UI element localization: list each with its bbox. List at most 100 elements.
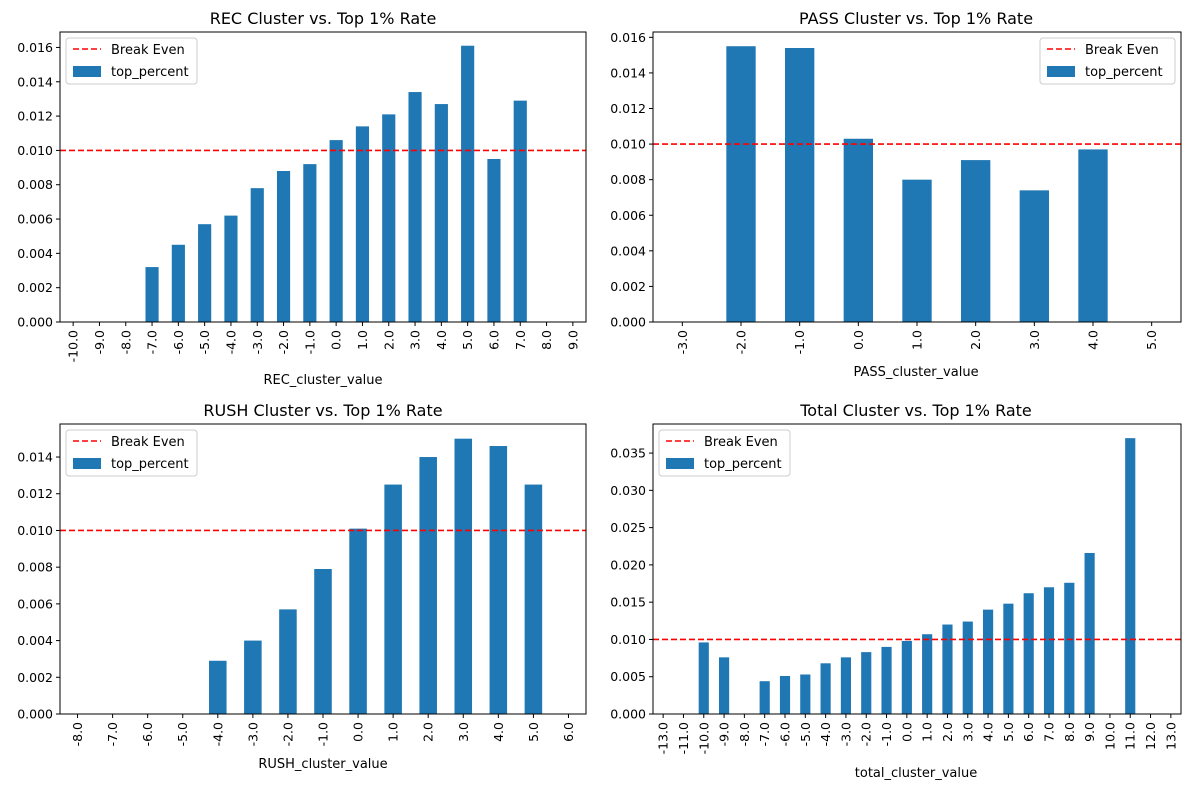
rush-chart-panel: RUSH Cluster vs. Top 1% Rate 0.0000.0020… [17, 401, 587, 772]
total-bar--5.0 [800, 674, 811, 714]
total-x-tick-label: -7.0 [757, 722, 772, 746]
rush-x-tick-label: -5.0 [175, 722, 190, 746]
rush-x-tick-label: -3.0 [245, 722, 260, 746]
rec-bar--7.0 [145, 267, 159, 322]
total-bar--1.0 [881, 646, 892, 714]
total-y-tick-label: 0.015 [610, 595, 646, 610]
pass-y-tick-label: 0.008 [610, 172, 646, 187]
pass-bar--2.0 [726, 46, 756, 323]
rec-bar-1.0 [355, 126, 370, 323]
rec-chart-title: REC Cluster vs. Top 1% Rate [210, 9, 437, 28]
pass-x-tick-label: 5.0 [1144, 330, 1159, 350]
total-x-tick-label: 6.0 [1021, 722, 1036, 742]
total-chart-title: Total Cluster vs. Top 1% Rate [799, 401, 1032, 420]
pass-y-tick-label: 0.012 [610, 101, 646, 116]
total-x-tick-label: -4.0 [818, 722, 833, 746]
rec-x-tick-label: 2.0 [381, 330, 396, 350]
rush-bar-2.0 [419, 457, 437, 714]
pass-plot-area: 0.000 0.002 0.004 0.006 0.008 0.010 0.012 0.014… [610, 30, 1182, 354]
pass-x-tick-label: 0.0 [851, 330, 866, 350]
rec-bar-5.0 [461, 45, 475, 322]
total-y-ticks: 0.000 0.005 0.010 0.015 0.020 0.025 0.030 0.035 [610, 446, 653, 722]
rec-bar-7.0 [513, 100, 527, 322]
total-x-tick-label: 10.0 [1102, 722, 1117, 750]
rec-x-tick-label: 9.0 [565, 330, 580, 350]
rush-x-tick-label: -6.0 [140, 722, 155, 746]
total-bars [698, 438, 1136, 714]
rec-plot-area: 0.000 0.002 0.004 0.006 0.008 0.010 0.012 0.014… [17, 31, 587, 362]
rec-y-tick-label: 0.000 [17, 315, 53, 330]
rush-y-ticks: 0.000 0.002 0.004 0.006 0.008 0.010 0.012 0.014 [17, 450, 60, 722]
rec-x-tick-label: 4.0 [434, 330, 449, 350]
total-x-tick-label: -1.0 [879, 722, 894, 746]
rec-bar--4.0 [224, 215, 238, 322]
pass-y-tick-label: 0.010 [610, 137, 646, 152]
pass-x-tick-label: -1.0 [792, 330, 807, 354]
rush-legend-break-even-label: Break Even [111, 435, 185, 450]
rush-x-tick-label: 1.0 [386, 722, 401, 742]
rush-plot-area: 0.000 0.002 0.004 0.006 0.008 0.010 0.012 0.014… [17, 423, 587, 746]
pass-y-tick-label: 0.000 [610, 315, 646, 330]
rush-y-tick-label: 0.012 [17, 486, 53, 501]
total-chart-panel: Total Cluster vs. Top 1% Rate 0.000 0.005… [610, 401, 1182, 781]
total-bar--10.0 [698, 642, 709, 714]
rec-x-tick-label: -2.0 [276, 330, 291, 354]
total-x-tick-label: -9.0 [717, 722, 732, 746]
rec-y-tick-label: 0.010 [17, 143, 53, 158]
rush-x-tick-label: 5.0 [526, 722, 541, 742]
total-bar-5.0 [1003, 603, 1014, 714]
rec-y-tick-label: 0.016 [17, 40, 53, 55]
total-x-tick-label: 3.0 [960, 722, 975, 742]
pass-y-tick-label: 0.016 [610, 30, 646, 45]
pass-x-axis-label: PASS_cluster_value [853, 365, 978, 380]
pass-bar--1.0 [785, 48, 815, 322]
rush-x-tick-label: -1.0 [316, 722, 331, 746]
rush-legend-top-percent-swatch [73, 458, 101, 469]
rush-x-tick-label: -7.0 [105, 722, 120, 746]
pass-legend-top-percent-swatch [1047, 66, 1075, 77]
rec-chart-panel: REC Cluster vs. Top 1% Rate 0.0000.0020.… [17, 9, 587, 388]
rec-bar-0.0 [329, 140, 343, 322]
rec-bar--3.0 [250, 188, 264, 322]
rush-bar-4.0 [489, 446, 508, 714]
total-x-tick-label: -13.0 [656, 722, 671, 754]
pass-x-tick-label: 4.0 [1086, 330, 1101, 350]
total-bar--7.0 [759, 681, 770, 714]
rush-y-tick-label: 0.008 [17, 560, 53, 575]
total-x-tick-label: -10.0 [696, 722, 711, 754]
total-legend-break-even-label: Break Even [704, 435, 778, 450]
rush-x-tick-label: -8.0 [70, 722, 85, 746]
rec-bar--5.0 [198, 224, 212, 322]
pass-bar-0.0 [843, 138, 873, 322]
total-plot-area: 0.000 0.005 0.010 0.015 0.020 0.025 0.030 0.035… [610, 423, 1182, 754]
total-bar--3.0 [840, 657, 851, 714]
rush-y-tick-label: 0.000 [17, 707, 53, 722]
rush-x-ticks: -8.0 -7.0 -6.0 -5.0 -4.0 -3.0 -2.0 -1.0 0.0 1.0 2.… [70, 714, 576, 746]
total-x-tick-label: 1.0 [920, 722, 935, 742]
rush-bars [209, 438, 543, 714]
total-bar-9.0 [1084, 552, 1095, 714]
rush-x-tick-label: 2.0 [421, 722, 436, 742]
total-bar-0.0 [901, 640, 912, 714]
total-y-tick-label: 0.005 [610, 669, 646, 684]
pass-legend-break-even-label: Break Even [1085, 43, 1159, 58]
rec-y-tick-label: 0.012 [17, 109, 53, 124]
rush-x-tick-label: 3.0 [456, 722, 471, 742]
rec-x-tick-label: 7.0 [513, 330, 528, 350]
pass-chart-panel: PASS Cluster vs. Top 1% Rate 0.0000.0020… [610, 9, 1182, 380]
rush-x-tick-label: -2.0 [280, 722, 295, 746]
pass-bar-3.0 [1019, 190, 1049, 322]
pass-chart-title: PASS Cluster vs. Top 1% Rate [799, 9, 1033, 28]
total-y-tick-label: 0.035 [610, 446, 646, 461]
pass-y-ticks: 0.000 0.002 0.004 0.006 0.008 0.010 0.012 0.014… [610, 30, 653, 330]
rush-y-tick-label: 0.002 [17, 670, 53, 685]
rec-x-ticks: -10.0 -9.0 -8.0 -7.0 -6.0 -5.0 -4.0 -3.0 -2.0 -1.… [66, 322, 580, 362]
rush-bar--4.0 [209, 660, 227, 714]
rec-x-tick-label: -5.0 [197, 330, 212, 354]
total-x-tick-label: -2.0 [859, 722, 874, 746]
total-bar-11.0 [1125, 438, 1136, 714]
pass-x-ticks: -3.0 -2.0 -1.0 0.0 1.0 2.0 3.0 4.0 5.0 [675, 322, 1159, 354]
rec-x-tick-label: -4.0 [223, 330, 238, 354]
rec-legend: Break Even top_percent [65, 37, 198, 85]
